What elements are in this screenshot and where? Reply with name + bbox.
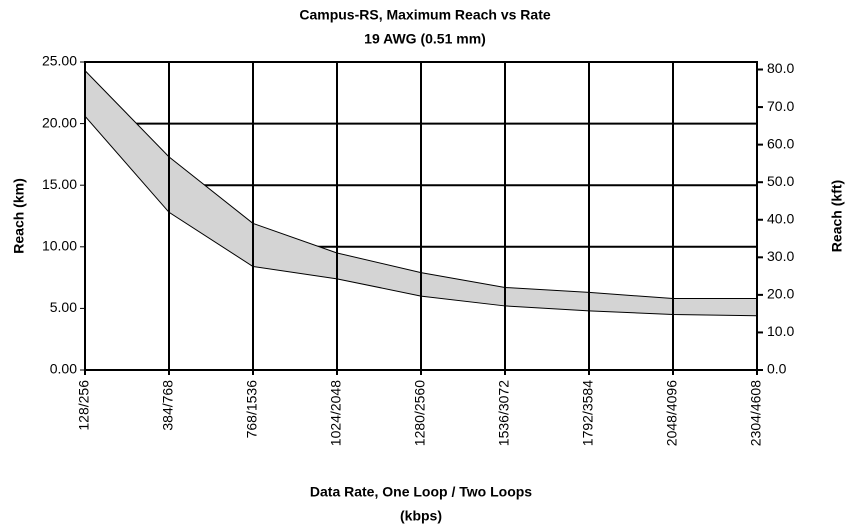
x-tick-label: 1536/3072: [496, 380, 512, 446]
plot-frame: [84, 61, 758, 371]
y2-tick-label: 30.0: [767, 248, 794, 264]
y2-tick-label: 40.0: [767, 210, 794, 226]
y2-tick-label: 50.0: [767, 173, 794, 189]
x-tick-label: 128/256: [76, 380, 92, 431]
x-tick-label: 2048/4096: [664, 380, 680, 446]
y-axis-label: Reach (km): [11, 178, 27, 253]
x-axis-label: (kbps): [400, 508, 442, 524]
x-tick-label: 768/1536: [244, 380, 260, 439]
y-tick-label: 20.00: [42, 114, 77, 130]
y-tick-label: 15.00: [42, 176, 77, 192]
y2-tick-label: 10.0: [767, 323, 794, 339]
x-tick-label: 2304/4608: [748, 380, 764, 446]
x-tick-label: 384/768: [160, 380, 176, 431]
y-tick-label: 5.00: [50, 299, 77, 315]
y-tick-label: 10.00: [42, 238, 77, 254]
y2-tick-label: 70.0: [767, 98, 794, 114]
chart-title: Campus-RS, Maximum Reach vs Rate: [299, 7, 551, 23]
x-tick-label: 1280/2560: [412, 380, 428, 446]
y-tick-label: 25.00: [42, 53, 77, 69]
y2-tick-label: 60.0: [767, 135, 794, 151]
y2-tick-label: 0.0: [767, 361, 787, 377]
x-tick-label: 1024/2048: [328, 380, 344, 446]
x-tick-label: 1792/3584: [580, 380, 596, 446]
y2-tick-label: 80.0: [767, 60, 794, 76]
x-axis-label: Data Rate, One Loop / Two Loops: [310, 484, 532, 500]
y2-tick-label: 20.0: [767, 286, 794, 302]
y-tick-label: 0.00: [50, 361, 77, 377]
y2-axis-label: Reach (kft): [829, 180, 845, 252]
chart-subtitle: 19 AWG (0.51 mm): [364, 31, 486, 47]
